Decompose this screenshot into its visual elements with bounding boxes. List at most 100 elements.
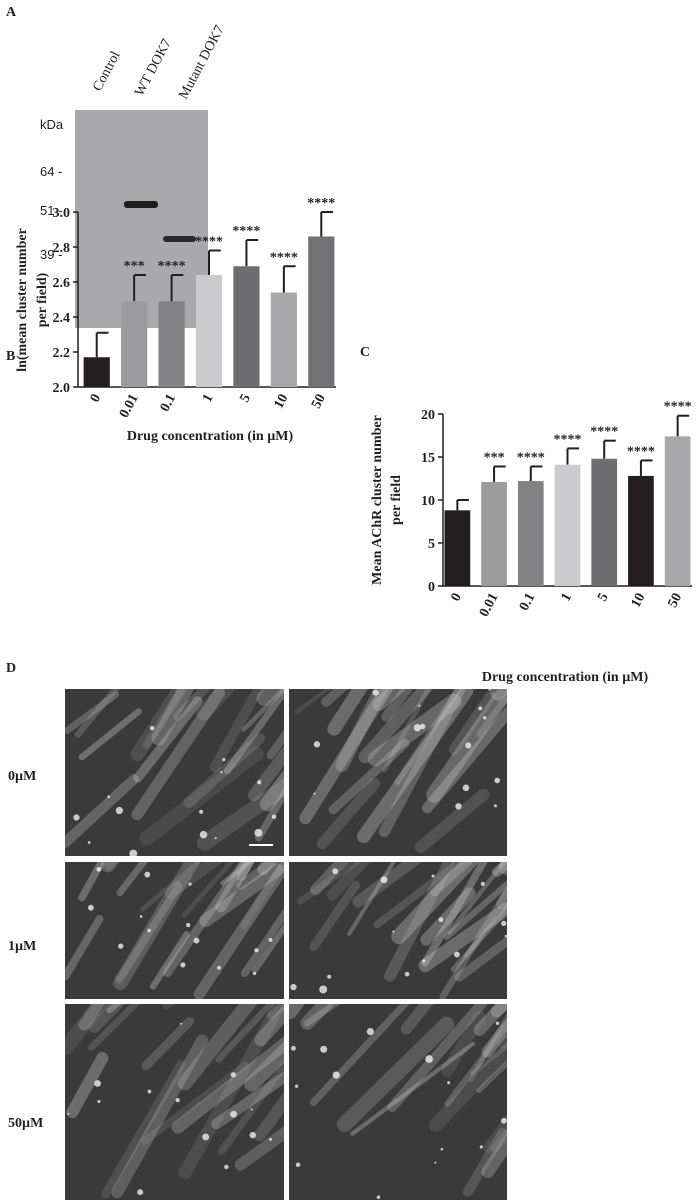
micrograph-texture	[65, 1004, 284, 1199]
fiber	[74, 689, 120, 738]
fiber	[234, 1126, 284, 1171]
fiber	[240, 907, 284, 978]
cluster	[295, 1162, 301, 1168]
bar	[481, 481, 507, 586]
x-tick-label: 50	[665, 591, 685, 610]
cluster	[268, 937, 273, 942]
x-axis-title: Drug concentration (in µM)	[127, 429, 294, 444]
cluster	[271, 814, 277, 819]
y-axis-title: per field	[389, 475, 404, 525]
fiber	[328, 738, 410, 815]
fiber	[66, 1052, 109, 1119]
fiber	[88, 1004, 126, 1033]
y-tick-label: 10	[421, 494, 435, 509]
cluster	[73, 814, 80, 821]
x-tick-label: 0.1	[158, 392, 179, 414]
fiber	[140, 1061, 250, 1145]
y-tick-label: 0	[428, 580, 435, 595]
bar	[554, 464, 581, 586]
y-tick-label: 2.4	[53, 311, 71, 326]
x-axis-title: Drug concentration (in µM)	[482, 670, 649, 685]
cluster	[479, 1145, 483, 1149]
micrograph-texture	[295, 689, 507, 853]
cluster	[453, 951, 460, 958]
fiber	[310, 862, 349, 896]
micrograph	[289, 1004, 507, 1200]
micrograph-texture	[290, 862, 507, 999]
fiber	[498, 862, 507, 875]
fiber	[113, 862, 201, 990]
row-label: 50µM	[8, 1116, 43, 1131]
fiber	[347, 862, 396, 936]
cluster	[269, 1138, 272, 1141]
fiber	[481, 1017, 507, 1058]
fiber	[247, 745, 284, 802]
x-tick-label: 0	[448, 591, 465, 604]
bar	[664, 436, 691, 586]
x-tick-label: 5	[237, 392, 254, 405]
cluster	[94, 1080, 101, 1087]
fiber	[266, 729, 284, 760]
fiber	[439, 885, 507, 999]
fiber	[326, 862, 371, 901]
cluster	[250, 1108, 253, 1111]
x-tick-label: 1	[559, 591, 576, 604]
fiber	[214, 862, 255, 913]
fiber	[481, 1132, 507, 1179]
fiber	[373, 862, 466, 929]
fiber	[441, 1011, 486, 1077]
bar	[158, 301, 185, 387]
cluster	[96, 866, 102, 872]
x-tick-label: 0.1	[517, 591, 538, 613]
cluster	[431, 874, 435, 878]
fiber	[503, 697, 507, 704]
fiber	[256, 689, 284, 706]
fiber	[111, 1034, 209, 1199]
cluster	[422, 959, 426, 963]
fiber	[65, 914, 104, 981]
fiber	[428, 1040, 507, 1132]
cluster	[254, 948, 259, 953]
fiber	[450, 904, 507, 973]
fiber	[448, 691, 496, 755]
panel-label: B	[6, 349, 15, 364]
y-axis-title: per field)	[35, 272, 50, 327]
fiber	[142, 689, 186, 749]
fiber	[218, 1059, 284, 1155]
fiber	[183, 733, 266, 808]
significance: ***	[124, 259, 145, 274]
fiber	[303, 1004, 341, 1027]
x-tick-label: 1	[200, 392, 217, 405]
cluster	[230, 1110, 238, 1118]
cluster	[332, 1071, 340, 1079]
cluster	[327, 974, 332, 979]
fiber	[490, 1004, 507, 1018]
cluster	[366, 1028, 374, 1036]
fiber	[141, 1017, 194, 1071]
fiber	[414, 788, 490, 853]
cluster	[500, 1117, 507, 1124]
cluster	[493, 804, 498, 808]
cluster	[175, 1097, 180, 1103]
fiber	[426, 689, 507, 803]
cluster	[413, 723, 422, 732]
cluster	[332, 868, 339, 875]
cluster	[478, 706, 483, 711]
cluster	[144, 871, 151, 878]
row-label: 0µM	[8, 769, 36, 784]
cluster	[129, 849, 138, 856]
fiber	[422, 705, 507, 814]
bar	[195, 275, 223, 387]
bar	[270, 292, 297, 387]
fiber	[469, 1043, 507, 1076]
fiber	[394, 689, 463, 786]
cluster	[290, 983, 297, 991]
cluster	[193, 937, 200, 944]
fiber	[468, 1011, 507, 1082]
micrograph-texture	[65, 689, 284, 856]
cluster	[392, 930, 395, 933]
panel-label: A	[6, 5, 17, 20]
cluster	[291, 1045, 296, 1051]
fiber	[295, 689, 332, 714]
